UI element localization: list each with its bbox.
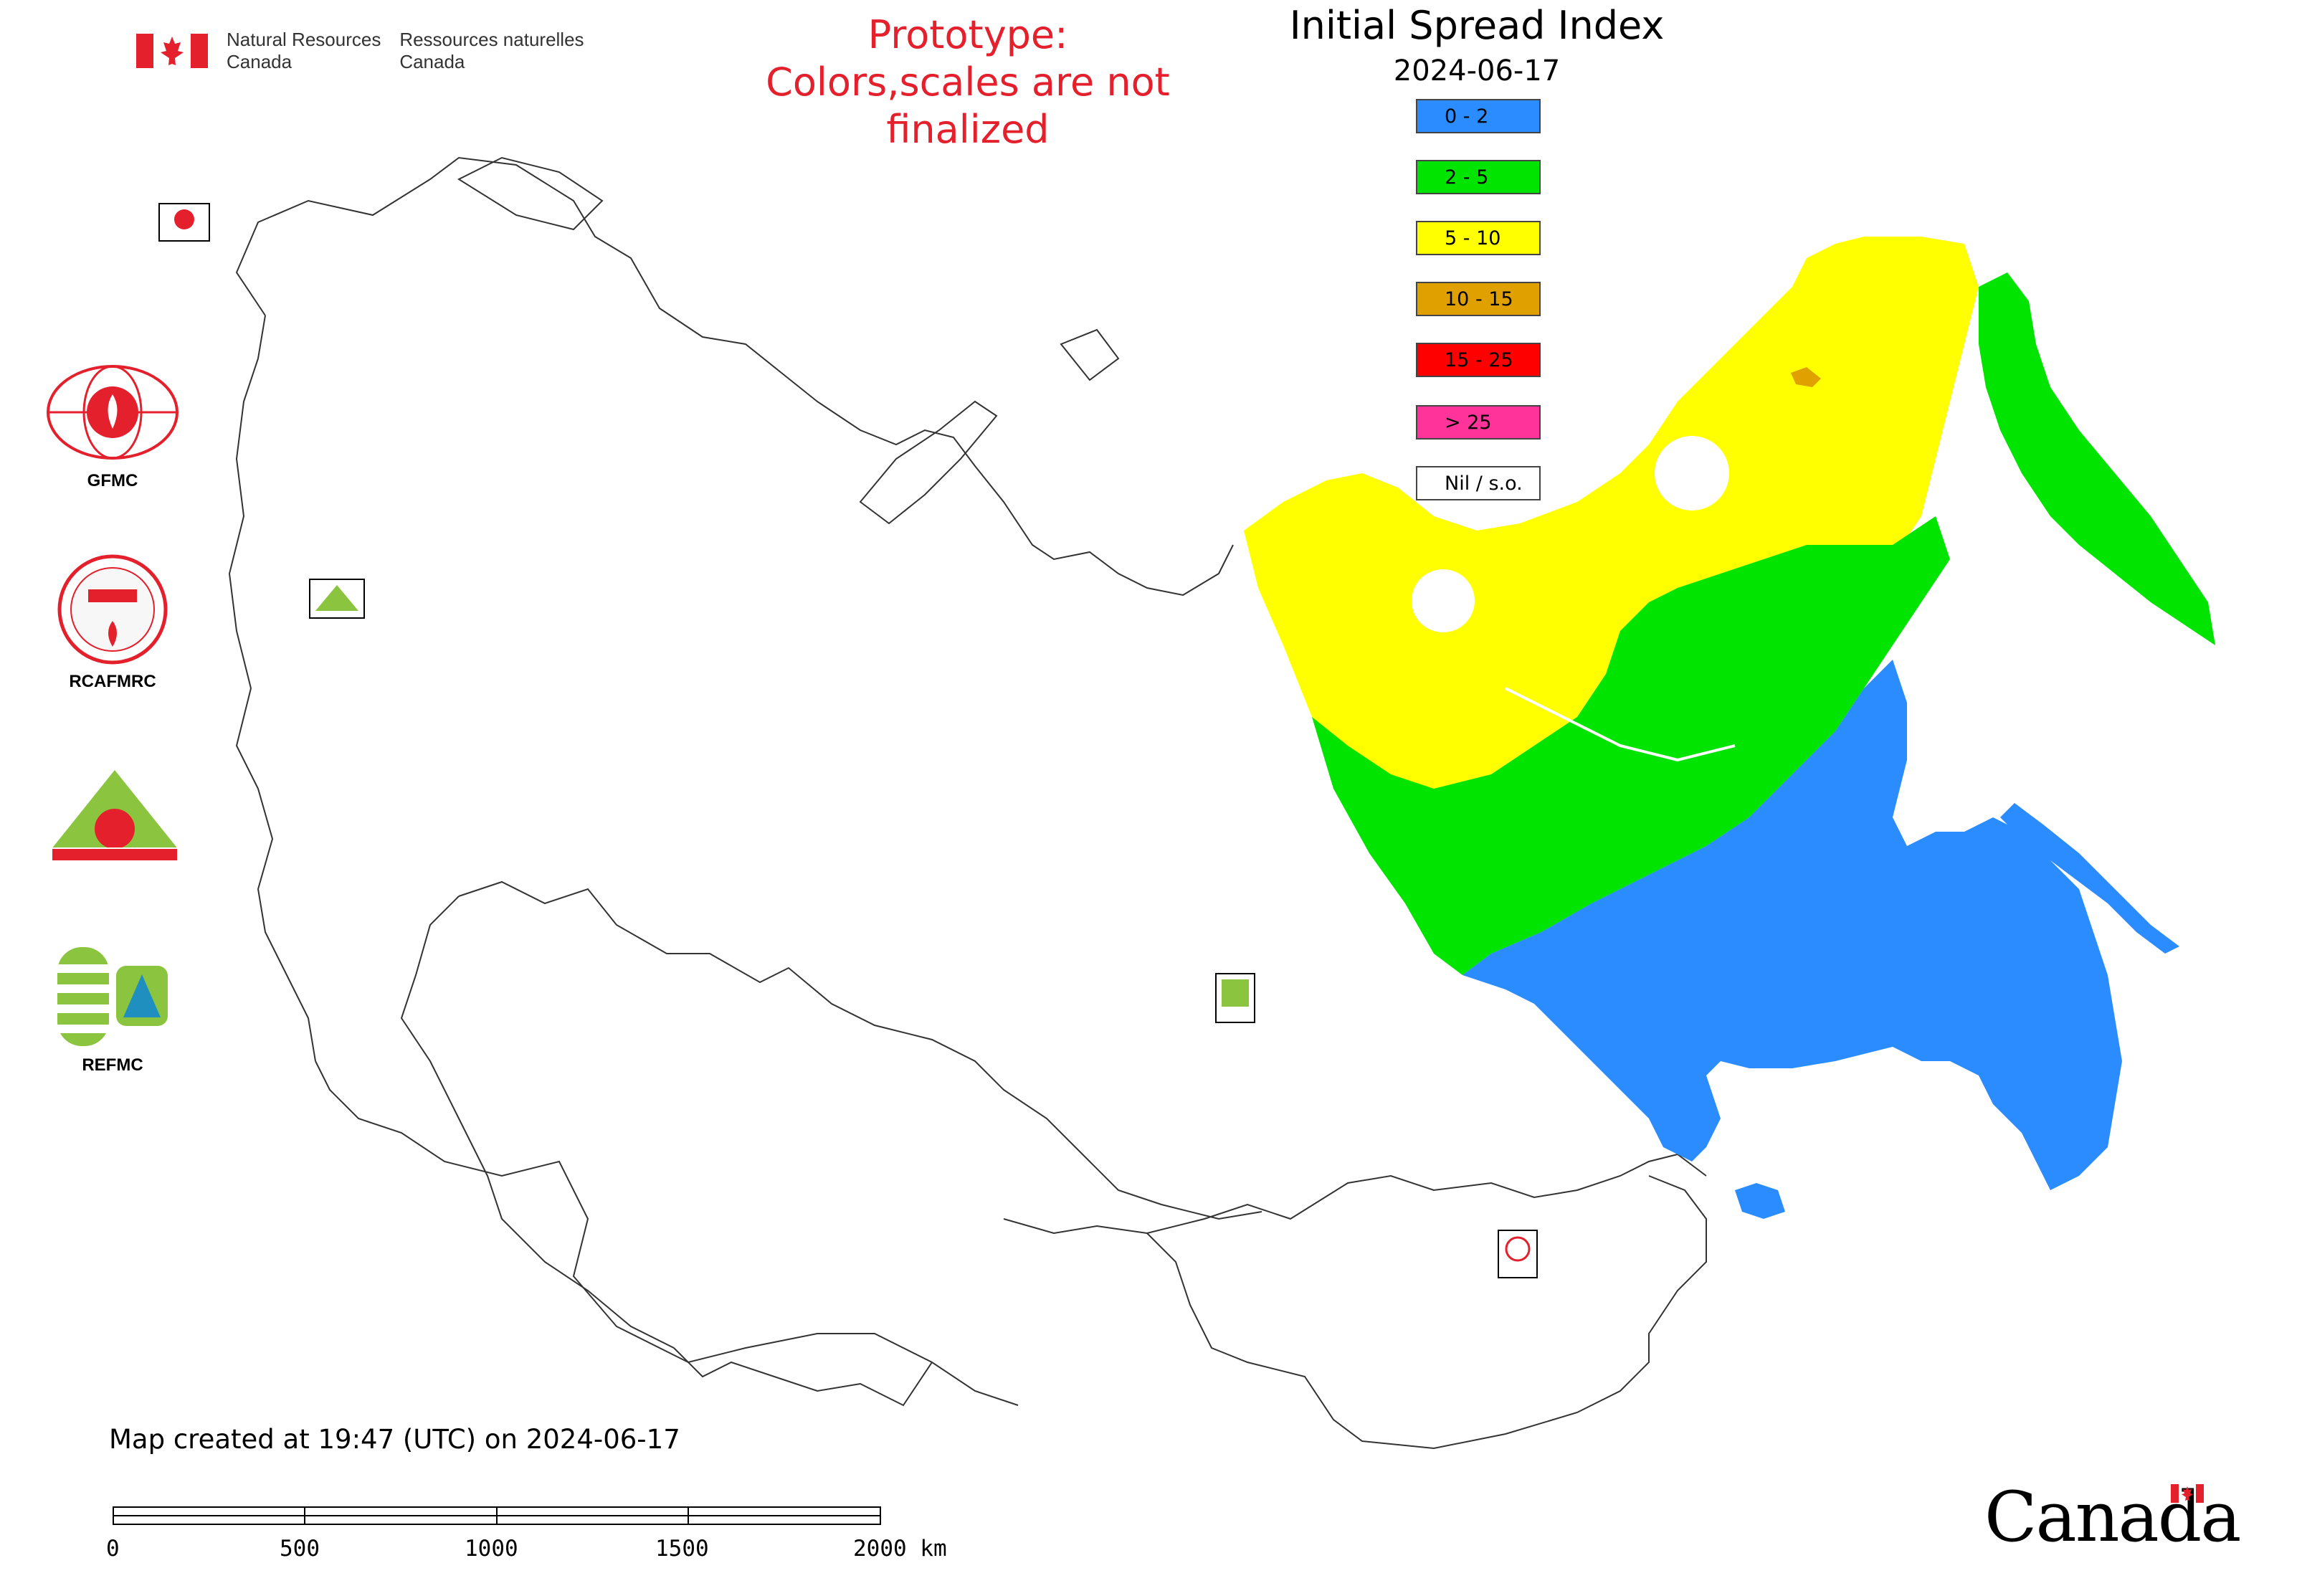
- scale-bar: 0 500 1000 1500 2000 km: [106, 1500, 947, 1562]
- island-severnaya: [1060, 328, 1120, 381]
- boundary-south: [1003, 1153, 1707, 1235]
- canada-flag-icon: [2171, 1484, 2204, 1503]
- island-kola: [457, 156, 604, 231]
- zone-green: [1312, 516, 1950, 975]
- scale-label: 1500: [655, 1536, 709, 1562]
- logo-refmc-label: REFMC: [82, 1055, 143, 1075]
- zone-blue: [1462, 660, 2122, 1190]
- boundary-mongolia: [1146, 1175, 1707, 1450]
- canada-flag-icon: [136, 34, 208, 68]
- zone-river: [1505, 687, 1736, 762]
- fire-logo-icon: [47, 365, 179, 460]
- logo-gfmc-label: GFMC: [87, 471, 138, 490]
- map-logo-refmc: [1215, 973, 1255, 1023]
- logo-refmc: REFMC: [52, 943, 173, 1075]
- map-title: Initial Spread Index: [1289, 3, 1665, 48]
- legend-item: Nil / s.o.: [1416, 466, 1541, 500]
- scale-label: 2000 km: [853, 1536, 947, 1562]
- prototype-line2: Colors,scales are not finalized: [766, 60, 1170, 152]
- legend-item: 2 - 5: [1416, 160, 1541, 194]
- boundary-central-asia: [400, 896, 675, 1349]
- scale-label: 0: [106, 1536, 120, 1562]
- logo-rcafmrc: RCAFMRC: [52, 552, 173, 692]
- fire-logo-icon: [42, 770, 187, 862]
- fire-logo-icon: [57, 554, 168, 665]
- zone-orange: [1791, 367, 1821, 387]
- scale-label: 1000: [465, 1536, 518, 1562]
- logo-rcafmrc-label: RCAFMRC: [69, 672, 156, 691]
- isi-coverage: [1244, 237, 2215, 1219]
- map-embedded-logos: [158, 203, 1538, 1278]
- dept-name-en: Natural Resources Canada: [227, 29, 381, 73]
- zone-island-blue: [1735, 1183, 1785, 1219]
- map-embedded-logo-icons: [174, 209, 1531, 1262]
- boundary-china: [673, 1347, 933, 1407]
- fire-logo-icon: [315, 585, 358, 611]
- map-created-note: Map created at 19:47 (UTC) on 2024-06-17: [109, 1424, 680, 1455]
- dept-fr-line2: Canada: [399, 51, 465, 72]
- prototype-line1: Prototype:: [867, 12, 1068, 57]
- legend-item: > 25: [1416, 405, 1541, 440]
- map-logo-gfmc: [158, 203, 210, 242]
- scale-label: 500: [280, 1536, 320, 1562]
- map-date: 2024-06-17: [1393, 54, 1561, 87]
- island-novaya-zemlya: [859, 400, 998, 525]
- fire-logo-icon: [174, 209, 194, 229]
- legend-item: 15 - 25: [1416, 343, 1541, 377]
- nrcan-header: Natural Resources Canada Ressources natu…: [136, 29, 584, 73]
- canada-wordmark: Canada: [1984, 1477, 2241, 1557]
- logo-reefmc: [36, 767, 194, 873]
- legend-item: 5 - 10: [1416, 221, 1541, 255]
- boundary-northwest: [235, 156, 1234, 597]
- country-boundaries: [228, 156, 1707, 1450]
- boundary-west: [315, 1060, 1019, 1406]
- prototype-banner: Prototype: Colors,scales are not finaliz…: [688, 11, 1247, 153]
- logo-gfmc: GFMC: [37, 358, 188, 491]
- boundary-scandinavia: [228, 315, 316, 1062]
- boundary-kazakhstan: [458, 880, 1262, 1220]
- fire-logo-icon: [1505, 1236, 1531, 1262]
- scale-bar-graphic: [113, 1506, 881, 1525]
- zone-kamchatka: [1979, 272, 2215, 645]
- legend-item: 10 - 15: [1416, 282, 1541, 316]
- map-logo-reefmc: [309, 579, 365, 619]
- legend-item: 0 - 2: [1416, 99, 1541, 133]
- dept-name-fr: Ressources naturelles Canada: [399, 29, 584, 73]
- dept-en-line2: Canada: [227, 51, 292, 72]
- dept-fr-line1: Ressources naturelles: [399, 29, 584, 50]
- zone-nil-2: [1412, 569, 1475, 632]
- dept-en-line1: Natural Resources: [227, 29, 381, 50]
- zone-nil-1: [1655, 436, 1729, 510]
- zone-sakhalin: [2000, 803, 2179, 954]
- fire-logo-icon: [1222, 979, 1249, 1007]
- fire-logo-icon: [57, 947, 168, 1046]
- zone-yellow: [1244, 237, 1979, 932]
- map-logo-rcafmrc: [1498, 1230, 1538, 1278]
